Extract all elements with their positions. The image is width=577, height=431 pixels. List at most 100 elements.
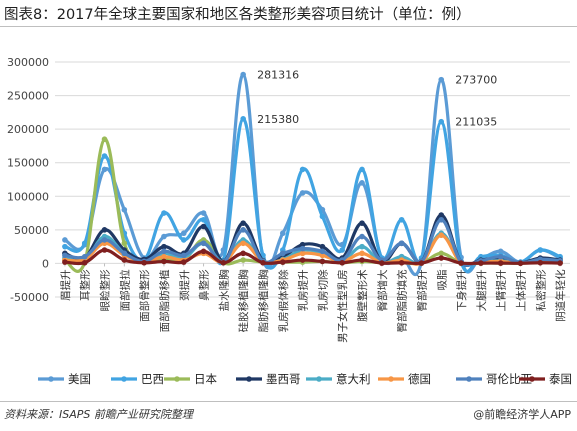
data-point [200,223,207,230]
data-point [240,116,246,122]
legend-marker [174,376,180,382]
y-tick-label: 250000 [7,90,49,103]
x-tick-label: 臀部脂肪填充 [396,269,409,332]
data-point [359,166,365,173]
x-tick-label: 男子女性型乳房 [336,269,349,343]
data-point [180,230,187,237]
legend-marker [316,376,322,382]
x-tick-label: 臀部提升 [415,269,428,311]
brand-credit: @前瞻经济学人APP [473,408,571,421]
y-tick-label: 0 [42,257,49,270]
x-tick-label: 脂肪移植隆胸 [257,269,270,332]
x-tick-label: 上体提升 [515,269,527,311]
data-point [62,237,68,243]
data-label: 211035 [455,116,497,129]
source-note: 资料来源：ISAPS 前瞻产业研究院整理 [4,408,193,421]
data-point [161,253,167,260]
data-point [359,243,365,250]
x-tick-label: 腹壁整形术 [356,269,369,322]
x-axis-ticks: 眉提升 耳整形 眼睑整形 面部提拉 面部骨整形 面部脂肪移植 颈提升 鼻整形 盐水隆胸 硅胶移植隆… [60,263,567,343]
data-point [180,252,187,259]
data-point [299,250,306,257]
data-point [359,220,365,226]
data-point [101,227,108,233]
data-label: 281316 [257,69,299,82]
data-point [101,153,108,159]
legend-label: 墨西哥 [266,372,301,386]
data-point [359,233,365,240]
legend-label: 泰国 [549,372,572,386]
data-point [180,259,187,265]
x-tick-label: 眼睑整形 [99,269,112,311]
legend-item: 泰国 [519,372,572,386]
data-point [438,76,445,83]
data-point [279,250,286,257]
data-point [279,259,286,265]
data-point [220,259,227,266]
line-chart: -50000 0 50000 100000 150000 200000 250000 3000… [7,56,572,386]
legend-label: 巴西 [141,372,164,386]
data-point [240,240,246,247]
data-point [180,237,187,243]
x-tick-label: 硅胶移植隆胸 [237,269,250,332]
data-point [478,260,484,266]
chart-title: 图表8：2017年全球主要国家和地区各类整形美容项目统计（单位：例） [4,7,471,23]
x-tick-label: 臀部增大 [376,269,389,311]
x-tick-label: 吸脂 [435,269,448,290]
data-point [240,220,246,226]
data-label: 273700 [455,74,497,87]
data-point [62,259,68,265]
legend-label: 意大利 [336,372,371,386]
legend-marker [466,376,472,382]
series-7 [62,247,563,267]
data-point [398,216,405,223]
legend-marker [246,376,252,382]
data-point [359,180,365,186]
data-point [339,259,346,266]
data-point [398,240,405,247]
data-labels: 281316 215380 273700 211035 [257,69,497,129]
data-label: 215380 [257,113,299,126]
x-tick-label: 盐水隆胸 [217,269,230,311]
data-point [319,248,326,255]
data-point [101,247,108,253]
data-point [319,252,326,259]
data-point [299,166,306,173]
legend-label: 哥伦比亚 [486,372,532,386]
data-point [200,240,207,247]
x-tick-label: 下身提升 [455,269,468,311]
x-tick-label: 大腿提升 [475,269,488,311]
data-point [458,260,464,266]
data-point [299,245,306,252]
data-point [438,118,445,125]
data-point [200,248,207,255]
data-point [497,253,504,260]
y-tick-label: 300000 [7,56,49,69]
data-point [101,237,108,243]
data-point [299,257,306,263]
footer-divider [0,401,577,402]
legend-item: 意大利 [306,372,371,386]
data-point [339,247,346,253]
legend-item: 哥伦比亚 [456,372,532,386]
legend-marker [121,376,127,382]
data-point [161,210,167,216]
data-point [418,260,425,266]
legend-label: 日本 [194,372,217,386]
legend-label: 德国 [408,372,431,386]
data-point [279,230,286,237]
data-point [557,260,563,266]
y-tick-label: -50000 [10,291,49,304]
data-point [161,248,167,255]
data-point [438,250,445,257]
data-point [537,259,544,266]
series-line [64,117,561,273]
x-tick-label: 阴道年轻化 [554,269,567,322]
data-point [62,252,68,259]
legend-marker [529,376,535,382]
data-point [161,233,167,240]
data-point [81,259,88,266]
x-tick-label: 面部提拉 [118,269,131,311]
data-point [240,257,246,263]
data-point [319,243,326,250]
